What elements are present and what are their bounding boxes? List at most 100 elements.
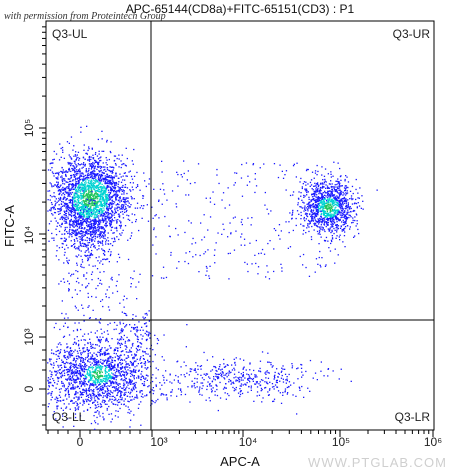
event-dot-q3-ul — [87, 233, 89, 235]
event-dot-q3-ul — [134, 207, 136, 209]
event-dot-q3-ur — [328, 196, 330, 198]
event-dot-q3-ur — [325, 181, 327, 183]
event-dot-q3-ul — [80, 184, 82, 186]
event-dot-q3-ul — [91, 173, 93, 175]
event-dot-q3-ur — [330, 223, 332, 225]
event-dot-q3-ll — [55, 350, 57, 353]
event-dot-q3-ur — [315, 220, 317, 222]
event-dot-q3-ur — [350, 216, 352, 218]
event-dot-q3-ul — [88, 169, 90, 171]
event-dot-q3-ul — [87, 149, 89, 152]
event-dot-q3-ll — [99, 389, 101, 391]
event-dot-q3-ll — [59, 328, 61, 331]
event-dot-q3-ll — [70, 354, 72, 357]
event-dot-q3-ul — [118, 215, 120, 217]
event-dot-q3-ul — [106, 221, 108, 223]
event-dot-q3-ul — [116, 157, 118, 160]
event-dot-q3-ll — [96, 364, 98, 366]
event-dot-q3-ll — [163, 376, 165, 379]
event-dot-q3-ur — [314, 190, 316, 192]
event-dot-q3-ul — [120, 234, 122, 236]
event-dot-q3-ul — [86, 222, 88, 225]
event-dot-q3-ur — [355, 198, 357, 201]
event-dot-q3-ul — [117, 185, 119, 188]
event-dot-q3-ul — [81, 259, 83, 261]
event-dot-q3-ul — [100, 185, 102, 188]
event-dot-q3-ll — [165, 370, 167, 372]
event-dot-q3-ul — [59, 185, 61, 187]
event-dot-q3-ul — [60, 226, 62, 228]
event-dot-q3-ul — [127, 197, 129, 199]
event-dot-q3-ll — [129, 412, 131, 414]
event-dot-q3-ul — [131, 197, 133, 199]
event-dot-q3-ul — [90, 179, 92, 181]
event-dot-q3-ul — [96, 180, 98, 182]
event-dot-q3-ul — [132, 182, 134, 184]
event-dot-q3-ll — [99, 322, 101, 324]
event-dot-q3-ul — [56, 178, 58, 180]
event-dot-q3-ul — [81, 227, 83, 229]
event-dot-q3-ul — [100, 204, 102, 206]
event-dot-q3-ll — [60, 407, 62, 409]
event-dot-q3-ur — [331, 209, 333, 211]
event-dot-q3-ll — [119, 374, 121, 377]
event-dot-q3-ur — [317, 223, 320, 225]
event-dot-q3-ul — [97, 229, 99, 231]
event-dot-q3-ul — [101, 166, 103, 169]
event-dot-q3-ul — [77, 204, 79, 206]
event-dot-q3-ll — [132, 357, 134, 359]
event-dot-q3-ul — [106, 205, 108, 207]
event-dot-q3-ul — [92, 203, 94, 205]
event-dot-q3-ul — [74, 175, 76, 177]
event-dot-q3-ur — [338, 200, 340, 202]
event-dot-q3-ur — [324, 219, 326, 221]
event-dot-q3-ul — [116, 207, 118, 209]
event-dot-q3-ul — [119, 196, 121, 198]
event-dot-q3-ll — [132, 388, 135, 390]
event-dot-q3-ur — [331, 183, 333, 185]
event-dot-q3-ul — [82, 231, 84, 233]
event-dot-q3-ll — [87, 355, 89, 357]
event-dot-q3-ul — [75, 221, 77, 223]
event-dot-q3-ul — [59, 189, 61, 191]
event-dot-q3-ul — [70, 170, 72, 173]
event-dot-q3-ul — [118, 191, 121, 193]
event-dot-q3-ul — [57, 176, 59, 178]
event-dot-q3-ur — [339, 206, 341, 209]
event-dot-q3-ur — [313, 207, 315, 209]
event-dot-q3-ur — [309, 205, 311, 207]
event-dot-q3-ul — [138, 229, 140, 232]
event-dot-q3-ur — [329, 227, 331, 229]
event-dot-q3-ll — [143, 358, 145, 360]
event-dot-q3-ll — [123, 382, 125, 384]
event-dot-q3-ur — [329, 190, 331, 192]
event-dot-q3-ur — [346, 206, 349, 208]
event-dot-q3-ll — [124, 372, 126, 374]
event-dot-q3-ul — [77, 188, 80, 191]
event-dot-q3-ll — [152, 349, 154, 351]
event-dot-q3-ll — [63, 386, 65, 388]
event-dot-q3-ul — [89, 200, 91, 202]
event-dot-q3-ur — [347, 202, 349, 204]
event-dot-q3-ll — [90, 384, 92, 386]
event-dot-q3-ur — [354, 202, 356, 204]
event-dot-q3-ul — [113, 187, 115, 189]
event-dot-q3-ur — [332, 220, 334, 222]
event-dot-q3-ll — [111, 381, 113, 384]
event-dot-q3-ll — [54, 382, 56, 384]
event-dot-q3-ll — [121, 366, 124, 368]
event-dot-q3-ul — [97, 186, 99, 188]
event-dot-q3-ur — [343, 216, 345, 218]
event-dot-q3-ul — [93, 215, 96, 217]
event-dot-q3-ul — [111, 182, 114, 185]
event-dot-q3-ul — [92, 210, 94, 212]
event-dot-q3-ll — [121, 343, 123, 345]
event-dot-q3-ur — [329, 215, 331, 217]
event-dot-q3-ll — [145, 339, 148, 341]
event-dot-q3-ur — [333, 194, 335, 196]
event-dot-q3-ll — [113, 350, 115, 352]
event-dot-q3-ul — [125, 210, 127, 213]
event-dot-q3-ul — [86, 199, 88, 201]
event-dot-q3-ul — [82, 173, 84, 175]
event-dot-q3-ul — [96, 175, 98, 177]
